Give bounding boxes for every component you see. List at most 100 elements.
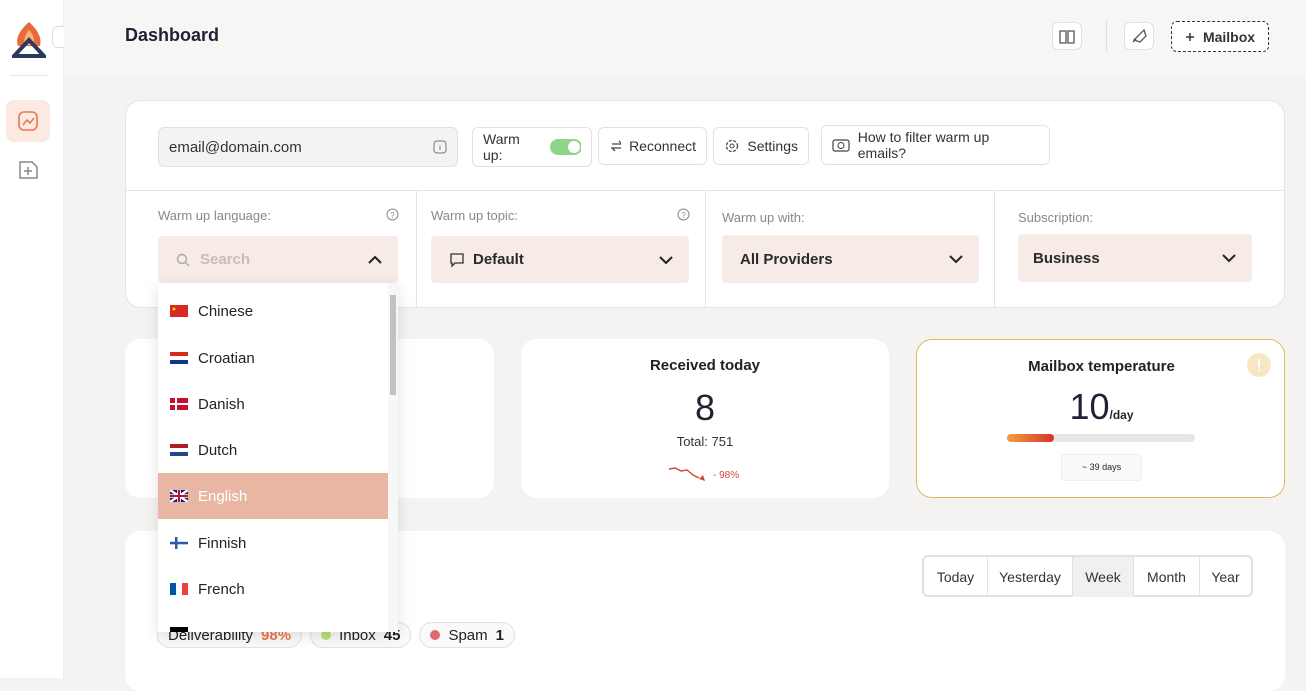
option-label: French	[198, 580, 245, 598]
field-label: Warm up topic:	[431, 208, 518, 223]
notifications-button[interactable]	[1124, 22, 1154, 50]
card-title: Received today	[649, 357, 761, 374]
chat-icon	[450, 252, 464, 268]
option-label: Croatian	[198, 349, 255, 367]
option-label: Danish	[198, 395, 245, 413]
icon	[610, 140, 622, 152]
warm-up-toggle[interactable]: Warm up:	[472, 127, 592, 167]
total-label: Total:	[676, 434, 708, 449]
dot	[430, 630, 441, 640]
scroll-thumb[interactable]	[390, 295, 396, 395]
chevron-down	[949, 255, 963, 264]
email-field[interactable]: email@domain.com	[158, 127, 458, 167]
flag	[170, 398, 188, 410]
value: Business	[1033, 249, 1100, 267]
language-option[interactable]: Chinese	[158, 288, 388, 334]
temperature-card: Mailbox temperature 10/day ~ 39 days	[916, 339, 1285, 498]
field-label: Subscription:	[1018, 210, 1094, 225]
page-title: Dashboard	[125, 25, 220, 45]
svg-text:?: ?	[681, 211, 686, 220]
icon	[725, 139, 739, 153]
flag	[170, 490, 188, 502]
legend-name: Spam	[448, 626, 488, 644]
language-option[interactable]: French	[158, 566, 388, 612]
subscription-select[interactable]: Business	[1018, 234, 1252, 282]
legend-value: 1	[495, 626, 504, 644]
add-mailbox-button[interactable]: Mailbox	[1171, 21, 1269, 52]
warning-icon[interactable]	[1247, 353, 1271, 377]
option-label: Finnish	[198, 534, 247, 552]
help-icon: ?	[386, 208, 399, 221]
flag	[170, 444, 188, 456]
language-dropdown: Chinese Croatian Danish Dutch English Fi…	[158, 283, 398, 632]
language-option[interactable]: Danish	[158, 381, 388, 427]
reconnect-button[interactable]: Reconnect	[598, 127, 707, 165]
language-option[interactable]: English	[158, 473, 388, 519]
flag	[170, 627, 188, 632]
toggle-label: Warm up:	[483, 131, 520, 163]
period-tab[interactable]: Week	[1073, 557, 1134, 597]
logo	[12, 22, 46, 58]
button-label: Reconnect	[629, 138, 696, 154]
legend-chip[interactable]: Spam 1	[419, 622, 515, 648]
docs-button[interactable]	[1052, 22, 1082, 50]
days-badge: ~ 39 days	[1061, 454, 1142, 481]
temperature-value: 10	[1069, 386, 1110, 427]
option-label: Dutch	[198, 441, 238, 459]
topic-select[interactable]: Default	[431, 236, 689, 283]
chevron-down	[659, 255, 673, 264]
progress-fill	[1007, 434, 1054, 442]
language-search[interactable]: Search	[158, 236, 398, 283]
help-icon: ?	[677, 208, 690, 221]
value: Default	[473, 251, 524, 268]
value: All Providers	[740, 250, 833, 268]
nav-dashboard[interactable]	[6, 100, 50, 142]
total-value: 751	[711, 434, 734, 449]
dot	[321, 630, 332, 640]
flag	[170, 305, 188, 317]
top-bar	[64, 0, 1306, 76]
button-label: How to filter warm up emails?	[857, 129, 990, 161]
option-label: Chinese	[198, 302, 254, 320]
divider	[1106, 20, 1107, 52]
button-label: Mailbox	[1202, 28, 1256, 45]
trend: - 98%	[713, 470, 740, 481]
language-option[interactable]: Dutch	[158, 427, 388, 473]
info-icon	[433, 140, 447, 154]
search-icon	[176, 253, 190, 266]
switch	[549, 139, 581, 155]
icon	[1132, 28, 1147, 43]
email: email@domain.com	[169, 138, 302, 156]
icon	[18, 111, 38, 131]
scrollbar[interactable]	[388, 283, 398, 632]
unit: /day	[1109, 408, 1134, 422]
period-tab[interactable]: Yesterday	[988, 557, 1073, 597]
divider	[10, 75, 48, 76]
flag	[170, 352, 188, 364]
svg-text:?: ?	[390, 211, 395, 220]
nav-add[interactable]	[16, 158, 40, 182]
filter-help-button[interactable]: How to filter warm up emails?	[821, 125, 1050, 165]
card-title: Mailbox temperature	[1028, 358, 1175, 375]
divider	[705, 190, 706, 308]
received-value: 8	[694, 387, 716, 428]
chevron-up	[368, 255, 382, 264]
period-tab[interactable]: Today	[924, 557, 988, 597]
field-label: Warm up language:	[158, 208, 271, 223]
option-label: English	[198, 487, 248, 505]
language-option[interactable]: Finnish	[158, 520, 388, 566]
language-option[interactable]: Croatian	[158, 335, 388, 381]
sparkline	[668, 467, 705, 481]
flag	[170, 583, 188, 595]
select-value: Default	[449, 251, 524, 268]
settings-button[interactable]: Settings	[713, 127, 809, 165]
search-box: Search	[176, 251, 250, 268]
divider	[994, 190, 995, 308]
period-tab[interactable]: Year	[1211, 569, 1240, 585]
period-tab[interactable]: Month	[1134, 557, 1200, 597]
divider	[416, 190, 417, 308]
received-card: Received today 8 Total: 751 - 98%	[521, 339, 889, 498]
total: Total: 751	[521, 434, 889, 449]
provider-select[interactable]: All Providers	[722, 235, 979, 283]
